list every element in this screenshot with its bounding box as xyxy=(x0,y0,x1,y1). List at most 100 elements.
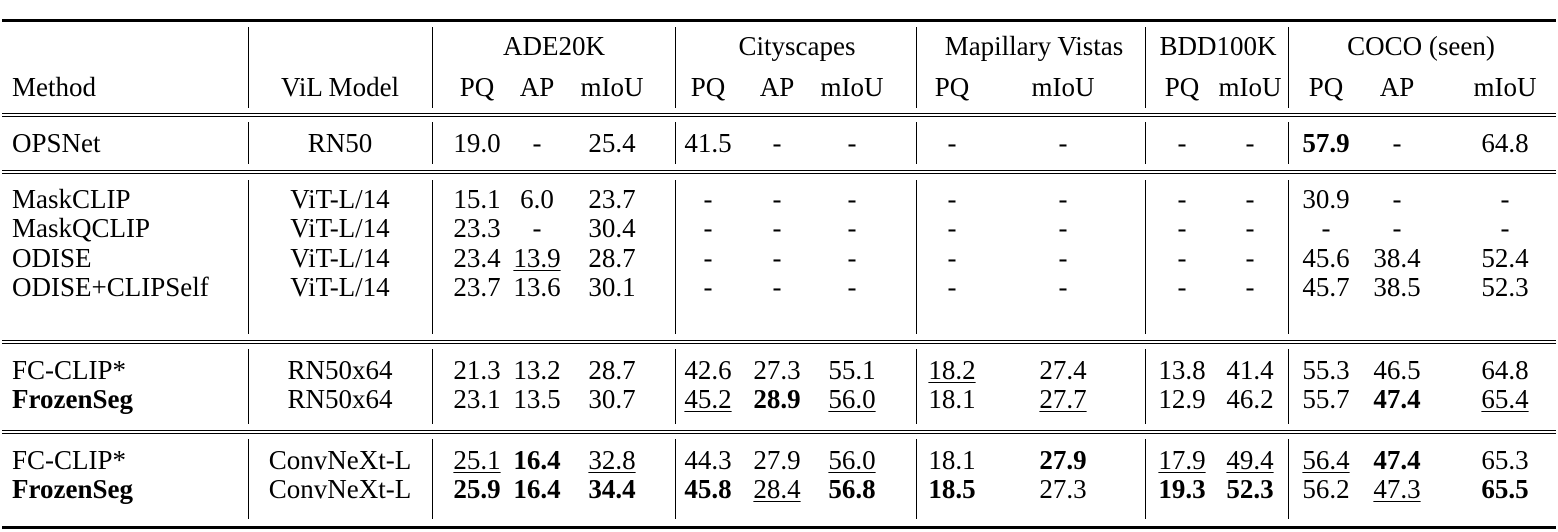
method-header: Method xyxy=(12,72,96,102)
metric-value: 28.9 xyxy=(753,384,801,414)
dataset-header: Mapillary Vistas xyxy=(944,31,1124,61)
metric-value: - xyxy=(1500,213,1510,243)
metric-value: - xyxy=(1321,213,1331,243)
vil-model: RN50x64 xyxy=(287,355,393,385)
dataset-header: Cityscapes xyxy=(738,31,856,61)
group1-double-rule-a xyxy=(2,170,1556,171)
metric-value: 28.7 xyxy=(588,243,636,273)
metric-value: 23.4 xyxy=(453,243,501,273)
metric-value: 13.8 xyxy=(1158,355,1206,385)
metric-value: 23.3 xyxy=(453,213,501,243)
column-separator xyxy=(1145,27,1146,108)
metric-value: 16.4 xyxy=(513,445,561,475)
metric-header: PQ xyxy=(690,72,726,102)
metric-value: - xyxy=(1392,213,1402,243)
column-separator xyxy=(248,27,249,108)
metric-value: 38.4 xyxy=(1373,243,1421,273)
metric-value: 27.3 xyxy=(1039,474,1087,504)
method-name: FC-CLIP* xyxy=(12,355,127,385)
metric-value: 45.8 xyxy=(684,474,732,504)
metric-value: - xyxy=(703,184,713,214)
metric-value: 47.4 xyxy=(1373,384,1421,414)
metric-value: 13.6 xyxy=(513,272,561,302)
group2-double-rule-a xyxy=(2,340,1556,341)
metric-value: - xyxy=(1177,128,1187,158)
vil-model-header: ViL Model xyxy=(280,72,400,102)
dataset-header: ADE20K xyxy=(503,31,605,61)
header-double-rule-b xyxy=(2,116,1556,117)
metric-value: 57.9 xyxy=(1302,128,1350,158)
metric-value: 42.6 xyxy=(684,355,732,385)
metric-value: 55.7 xyxy=(1302,384,1350,414)
metric-value: 30.4 xyxy=(588,213,636,243)
metric-value: - xyxy=(1500,184,1510,214)
metric-value: 41.5 xyxy=(684,128,732,158)
metric-value: - xyxy=(1177,243,1187,273)
column-separator xyxy=(916,122,917,164)
method-name: FrozenSeg xyxy=(12,474,133,504)
vil-model: ConvNeXt-L xyxy=(268,445,412,475)
metric-value: - xyxy=(1058,272,1068,302)
metric-value: - xyxy=(703,213,713,243)
header-double-rule-a xyxy=(2,113,1556,114)
metric-value: - xyxy=(532,128,542,158)
column-separator xyxy=(1288,27,1289,108)
metric-value: 18.5 xyxy=(928,474,976,504)
column-separator xyxy=(675,439,676,519)
metric-value: 64.8 xyxy=(1481,128,1529,158)
metric-value: 34.4 xyxy=(588,474,636,504)
metric-value: - xyxy=(947,243,957,273)
metric-value: - xyxy=(1245,213,1255,243)
metric-value: 19.0 xyxy=(453,128,501,158)
metric-value: 25.9 xyxy=(453,474,501,504)
metric-value: 55.1 xyxy=(828,355,876,385)
group3-double-rule-b xyxy=(2,433,1556,434)
metric-value: 13.9 xyxy=(513,243,561,273)
metric-value: - xyxy=(1058,184,1068,214)
column-separator xyxy=(432,349,433,424)
column-separator xyxy=(1145,439,1146,519)
metric-value: - xyxy=(703,272,713,302)
metric-value: 27.9 xyxy=(1039,445,1087,475)
column-separator xyxy=(1145,122,1146,164)
metric-value: 19.3 xyxy=(1158,474,1206,504)
metric-header: mIoU xyxy=(1218,72,1282,102)
metric-value: 23.7 xyxy=(453,272,501,302)
method-name: ODISE xyxy=(12,243,92,273)
column-separator xyxy=(248,439,249,519)
metric-value: 46.2 xyxy=(1226,384,1274,414)
metric-value: 64.8 xyxy=(1481,355,1529,385)
method-name: ODISE+CLIPSelf xyxy=(12,272,209,302)
vil-model: ConvNeXt-L xyxy=(268,474,412,504)
metric-value: 27.3 xyxy=(753,355,801,385)
metric-value: - xyxy=(1058,243,1068,273)
metric-value: - xyxy=(947,128,957,158)
column-separator xyxy=(916,27,917,108)
metric-value: 56.0 xyxy=(828,384,876,414)
metric-header: AP xyxy=(1379,72,1415,102)
metric-value: - xyxy=(772,184,782,214)
column-separator xyxy=(1288,349,1289,424)
metric-value: 56.0 xyxy=(828,445,876,475)
column-separator xyxy=(916,439,917,519)
column-separator xyxy=(916,349,917,424)
metric-value: 45.7 xyxy=(1302,272,1350,302)
metric-header: mIoU xyxy=(1031,72,1095,102)
metric-value: - xyxy=(847,184,857,214)
dataset-header: BDD100K xyxy=(1159,31,1277,61)
metric-value: 56.2 xyxy=(1302,474,1350,504)
vil-model: RN50x64 xyxy=(287,384,393,414)
group2-double-rule-b xyxy=(2,343,1556,344)
metric-header: mIoU xyxy=(820,72,884,102)
metric-value: 27.4 xyxy=(1039,355,1087,385)
metric-value: - xyxy=(772,213,782,243)
metric-value: 13.5 xyxy=(513,384,561,414)
metric-value: 65.3 xyxy=(1481,445,1529,475)
metric-value: 28.4 xyxy=(753,474,801,504)
metric-header: PQ xyxy=(934,72,970,102)
metric-value: - xyxy=(1177,184,1187,214)
metric-value: - xyxy=(532,213,542,243)
metric-value: 21.3 xyxy=(453,355,501,385)
column-separator xyxy=(248,180,249,334)
metric-value: - xyxy=(847,213,857,243)
